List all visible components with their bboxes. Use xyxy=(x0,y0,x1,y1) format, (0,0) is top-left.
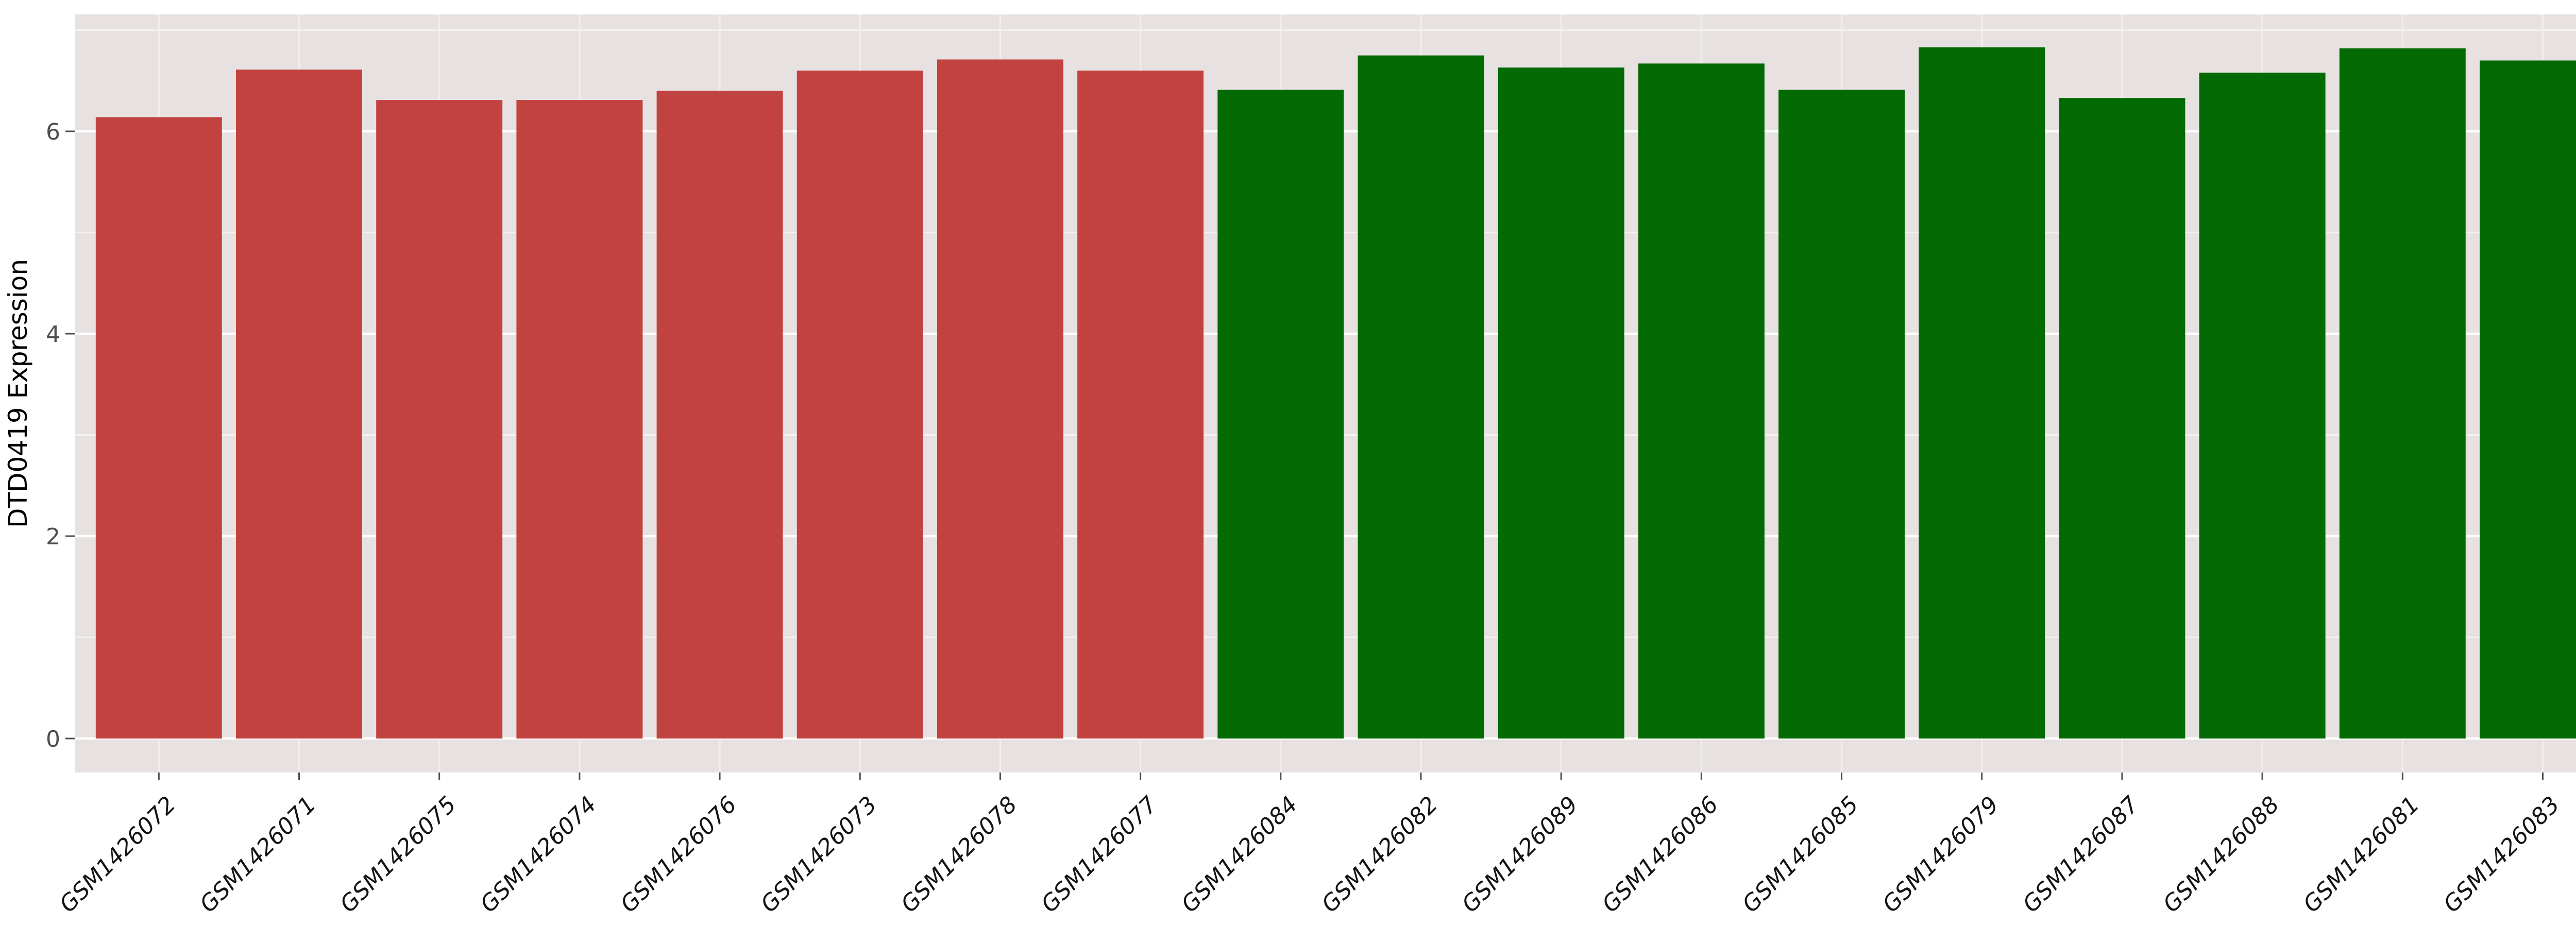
bar-GSM1426074 xyxy=(516,100,643,739)
y-tick-label: 0 xyxy=(46,726,60,752)
x-tick-label-GSM1426072: GSM1426072 xyxy=(55,792,181,918)
bar-GSM1426071 xyxy=(236,70,362,739)
x-tick-label-GSM1426084: GSM1426084 xyxy=(1176,792,1302,918)
x-tick-label-GSM1426086: GSM1426086 xyxy=(1597,792,1723,918)
bar-GSM1426086 xyxy=(1638,63,1765,739)
x-tick-label-GSM1426071: GSM1426071 xyxy=(195,792,321,918)
bar-GSM1426083 xyxy=(2480,60,2576,739)
x-tick-label-GSM1426076: GSM1426076 xyxy=(616,792,742,918)
x-tick-label-GSM1426077: GSM1426077 xyxy=(1036,792,1162,918)
bar-GSM1426072 xyxy=(95,117,222,739)
bar-GSM1426077 xyxy=(1077,71,1204,739)
x-tick-label-GSM1426089: GSM1426089 xyxy=(1457,792,1583,918)
x-tick-label-GSM1426079: GSM1426079 xyxy=(1877,792,2004,918)
x-tick-label-GSM1426075: GSM1426075 xyxy=(335,792,461,918)
x-tick-label-GSM1426074: GSM1426074 xyxy=(475,792,601,918)
y-tick-label: 6 xyxy=(46,119,60,145)
x-tick-label-GSM1426088: GSM1426088 xyxy=(2158,792,2284,918)
x-tick-label-GSM1426081: GSM1426081 xyxy=(2298,792,2425,918)
bar-GSM1426085 xyxy=(1778,90,1905,739)
bar-GSM1426089 xyxy=(1498,67,1624,739)
x-tick-label-GSM1426078: GSM1426078 xyxy=(896,792,1022,918)
bar-GSM1426078 xyxy=(937,59,1063,739)
y-tick-label: 4 xyxy=(46,321,60,348)
bar-GSM1426081 xyxy=(2339,48,2466,739)
x-tick-label-GSM1426073: GSM1426073 xyxy=(756,792,882,918)
bar-GSM1426073 xyxy=(796,71,923,739)
x-tick-label-GSM1426082: GSM1426082 xyxy=(1316,792,1443,918)
bar-GSM1426075 xyxy=(376,100,503,739)
bar-GSM1426084 xyxy=(1217,90,1344,739)
bar-GSM1426087 xyxy=(2059,98,2185,739)
bar-GSM1426079 xyxy=(1919,47,2045,739)
x-tick-label-GSM1426083: GSM1426083 xyxy=(2438,792,2565,918)
bar-GSM1426076 xyxy=(656,91,783,739)
x-tick-label-GSM1426085: GSM1426085 xyxy=(1737,792,1863,918)
x-tick-label-GSM1426087: GSM1426087 xyxy=(2018,792,2144,918)
y-tick-label: 2 xyxy=(46,524,60,550)
bar-GSM1426088 xyxy=(2199,73,2326,739)
y-axis-label: DTD0419 Expression xyxy=(3,259,33,528)
bar-GSM1426082 xyxy=(1358,55,1484,739)
